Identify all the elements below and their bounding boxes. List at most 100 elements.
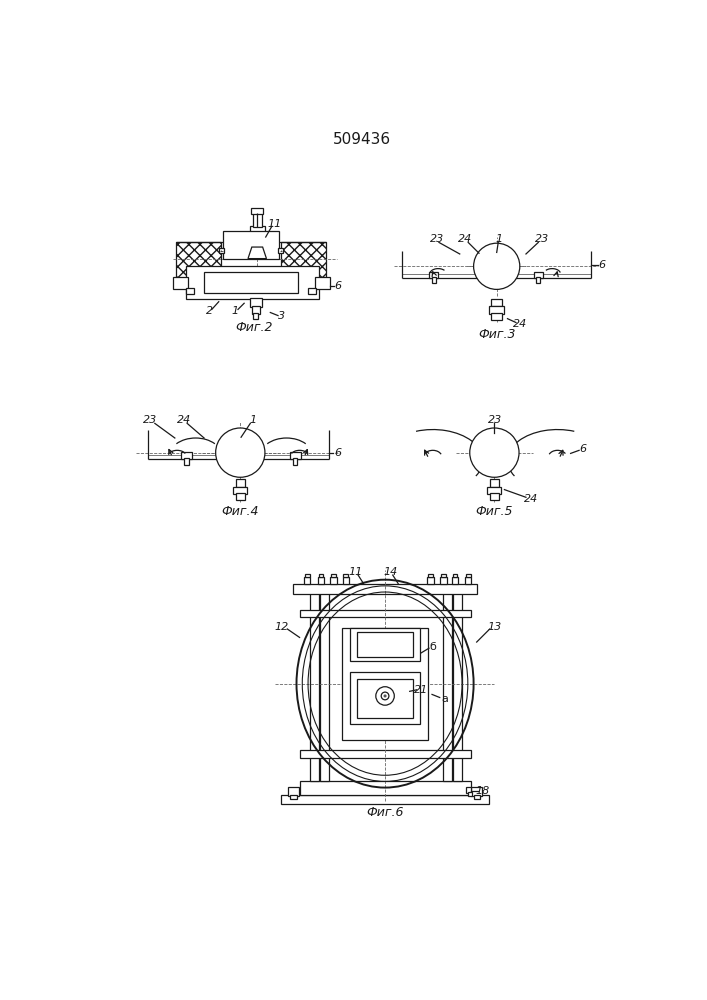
Bar [293,458,297,465]
Bar [320,593,329,781]
Bar [310,593,319,781]
Bar [491,299,502,306]
Text: 1: 1 [250,415,257,425]
Bar [331,574,336,577]
Bar [534,272,543,278]
Bar [441,574,446,577]
Text: 24: 24 [177,415,191,425]
Bar [428,574,433,577]
Bar [173,277,188,289]
Text: 23: 23 [143,415,158,425]
Bar [315,277,330,289]
Bar [452,593,462,781]
Text: 14: 14 [383,567,397,577]
Bar [184,458,189,465]
Circle shape [381,692,389,700]
Bar [536,277,540,283]
Text: б: б [429,642,436,652]
Text: 509436: 509436 [333,132,391,147]
Text: 11: 11 [268,219,282,229]
Bar [468,792,472,796]
Bar [300,750,471,758]
Bar [291,795,296,799]
Bar [466,787,472,793]
Bar [252,230,262,242]
Text: 18: 18 [476,786,490,796]
Text: Фиг.3: Фиг.3 [478,328,515,341]
Bar [304,577,310,584]
Bar [204,272,298,293]
Bar [176,242,221,282]
Text: 13: 13 [487,622,501,632]
Text: Фиг.5: Фиг.5 [476,505,513,518]
Bar [181,452,192,459]
Bar [250,226,265,232]
Bar [235,493,245,500]
Bar [278,248,284,253]
Bar [350,628,421,661]
Text: Фиг.4: Фиг.4 [221,505,259,518]
Bar [490,479,499,487]
Bar [319,574,324,577]
Bar [187,288,194,294]
Bar [251,208,264,214]
Bar [440,577,447,584]
Text: 21: 21 [414,685,428,695]
Text: 2: 2 [206,306,213,316]
Bar [288,787,299,796]
Bar [176,242,221,282]
Text: Фиг.6: Фиг.6 [366,806,404,820]
Bar [350,672,421,724]
Text: 3: 3 [278,311,285,321]
Circle shape [474,243,520,289]
Text: 6: 6 [579,444,587,454]
Bar [472,787,482,796]
Circle shape [469,428,519,477]
Text: а: а [441,694,448,704]
Bar [281,795,489,804]
Bar [293,584,477,594]
Bar [300,781,471,795]
Bar [342,628,428,740]
Circle shape [383,694,387,698]
Bar [281,242,326,282]
Text: 24: 24 [458,234,472,244]
Bar [491,313,502,320]
Circle shape [216,428,265,477]
Bar [218,248,224,253]
Bar [253,313,258,319]
Text: 6: 6 [334,448,341,458]
Circle shape [376,687,395,705]
Bar [223,231,279,259]
Bar [252,306,259,314]
Text: 23: 23 [430,234,444,244]
Bar [474,795,480,799]
Bar [357,632,413,657]
Text: 24: 24 [513,319,527,329]
Bar [250,298,262,307]
Bar [291,452,301,459]
Bar [489,306,504,314]
Text: 24: 24 [523,494,538,504]
Bar [357,679,413,718]
Bar [429,272,438,278]
Bar [452,574,457,577]
Bar [233,487,247,494]
Bar [305,574,310,577]
Text: 1: 1 [231,306,238,316]
Bar [300,610,471,617]
Bar [490,493,499,500]
Text: 23: 23 [488,415,502,425]
Text: 6: 6 [599,260,606,270]
Bar [235,479,245,487]
Text: Фиг.2: Фиг.2 [235,321,273,334]
Bar [466,574,471,577]
Bar [452,577,458,584]
Bar [443,593,452,781]
Bar [432,277,436,283]
Bar [465,577,472,584]
Bar [281,242,326,282]
Text: 11: 11 [349,567,363,577]
Bar [344,574,348,577]
Bar [308,288,316,294]
